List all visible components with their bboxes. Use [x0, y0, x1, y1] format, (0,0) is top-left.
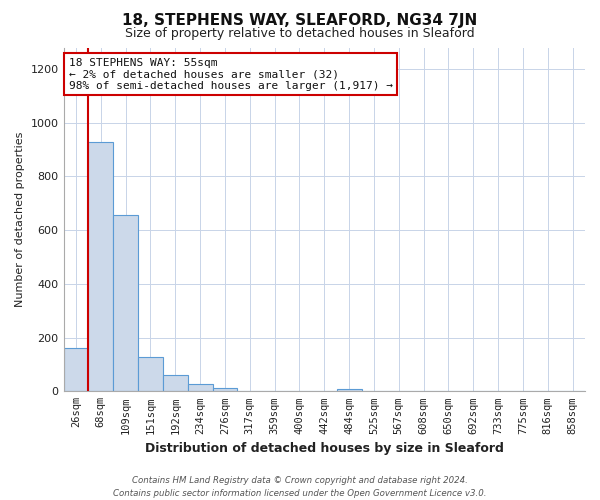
Bar [88, 142, 113, 392]
Bar [163, 374, 188, 392]
Text: 18 STEPHENS WAY: 55sqm
← 2% of detached houses are smaller (32)
98% of semi-deta: 18 STEPHENS WAY: 55sqm ← 2% of detached … [69, 58, 393, 91]
Bar [212, 388, 238, 392]
Text: 18, STEPHENS WAY, SLEAFORD, NG34 7JN: 18, STEPHENS WAY, SLEAFORD, NG34 7JN [122, 12, 478, 28]
Text: Size of property relative to detached houses in Sleaford: Size of property relative to detached ho… [125, 28, 475, 40]
Bar [113, 216, 138, 392]
Text: Contains HM Land Registry data © Crown copyright and database right 2024.
Contai: Contains HM Land Registry data © Crown c… [113, 476, 487, 498]
Bar [188, 384, 212, 392]
Bar [337, 388, 362, 392]
Bar [138, 357, 163, 392]
Bar [64, 348, 88, 392]
X-axis label: Distribution of detached houses by size in Sleaford: Distribution of detached houses by size … [145, 442, 504, 455]
Y-axis label: Number of detached properties: Number of detached properties [15, 132, 25, 307]
